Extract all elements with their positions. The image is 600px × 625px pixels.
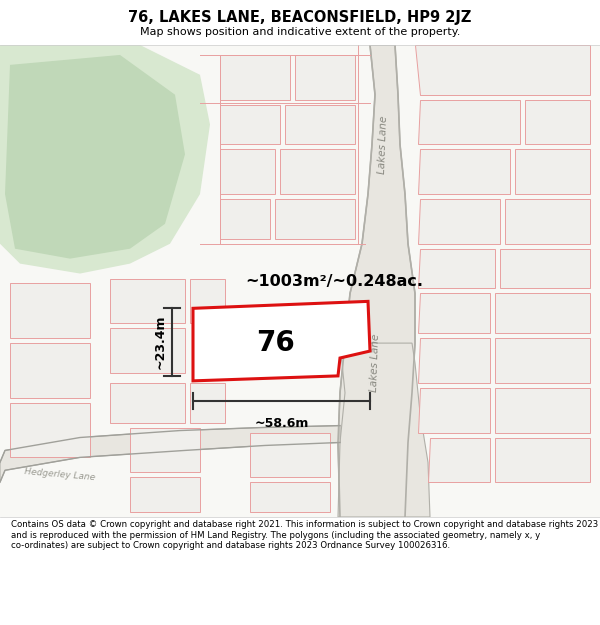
Polygon shape <box>220 199 270 239</box>
Polygon shape <box>110 328 185 373</box>
Polygon shape <box>110 279 185 323</box>
Polygon shape <box>525 99 590 144</box>
Polygon shape <box>10 402 90 458</box>
Polygon shape <box>495 438 590 483</box>
Polygon shape <box>418 249 495 289</box>
Polygon shape <box>418 199 500 244</box>
Polygon shape <box>250 432 330 478</box>
Polygon shape <box>130 478 200 512</box>
Polygon shape <box>418 388 490 432</box>
Text: Map shows position and indicative extent of the property.: Map shows position and indicative extent… <box>140 27 460 37</box>
Polygon shape <box>110 383 185 423</box>
Polygon shape <box>275 199 355 239</box>
Polygon shape <box>428 438 490 483</box>
Text: 76, LAKES LANE, BEACONSFIELD, HP9 2JZ: 76, LAKES LANE, BEACONSFIELD, HP9 2JZ <box>128 10 472 25</box>
Polygon shape <box>5 55 185 259</box>
Polygon shape <box>250 482 330 512</box>
Polygon shape <box>190 383 225 423</box>
Text: ~23.4m: ~23.4m <box>154 315 167 369</box>
Polygon shape <box>0 426 340 483</box>
Polygon shape <box>418 338 490 383</box>
Polygon shape <box>10 284 90 338</box>
Polygon shape <box>130 428 200 472</box>
Polygon shape <box>193 301 370 381</box>
Polygon shape <box>190 279 225 323</box>
Text: Hedgerley Lane: Hedgerley Lane <box>24 467 96 482</box>
Polygon shape <box>220 104 280 144</box>
Polygon shape <box>495 388 590 432</box>
Polygon shape <box>418 149 510 194</box>
Polygon shape <box>515 149 590 194</box>
Polygon shape <box>338 45 415 517</box>
Polygon shape <box>495 293 590 333</box>
Text: ~1003m²/~0.248ac.: ~1003m²/~0.248ac. <box>245 274 423 289</box>
Text: Lakes Lane: Lakes Lane <box>369 334 381 392</box>
Polygon shape <box>505 199 590 244</box>
Polygon shape <box>415 45 590 94</box>
Polygon shape <box>220 55 290 99</box>
Text: ~58.6m: ~58.6m <box>254 417 308 429</box>
Text: 76: 76 <box>256 329 295 357</box>
Polygon shape <box>0 45 600 517</box>
Polygon shape <box>500 249 590 289</box>
Polygon shape <box>418 293 490 333</box>
Polygon shape <box>338 343 430 517</box>
Polygon shape <box>280 149 355 194</box>
Polygon shape <box>0 45 210 274</box>
Text: Lakes Lane: Lakes Lane <box>377 115 389 174</box>
Polygon shape <box>10 343 90 398</box>
Polygon shape <box>285 104 355 144</box>
Polygon shape <box>495 338 590 383</box>
Polygon shape <box>220 149 275 194</box>
Polygon shape <box>295 55 355 99</box>
Polygon shape <box>418 99 520 144</box>
Text: Contains OS data © Crown copyright and database right 2021. This information is : Contains OS data © Crown copyright and d… <box>11 520 598 550</box>
